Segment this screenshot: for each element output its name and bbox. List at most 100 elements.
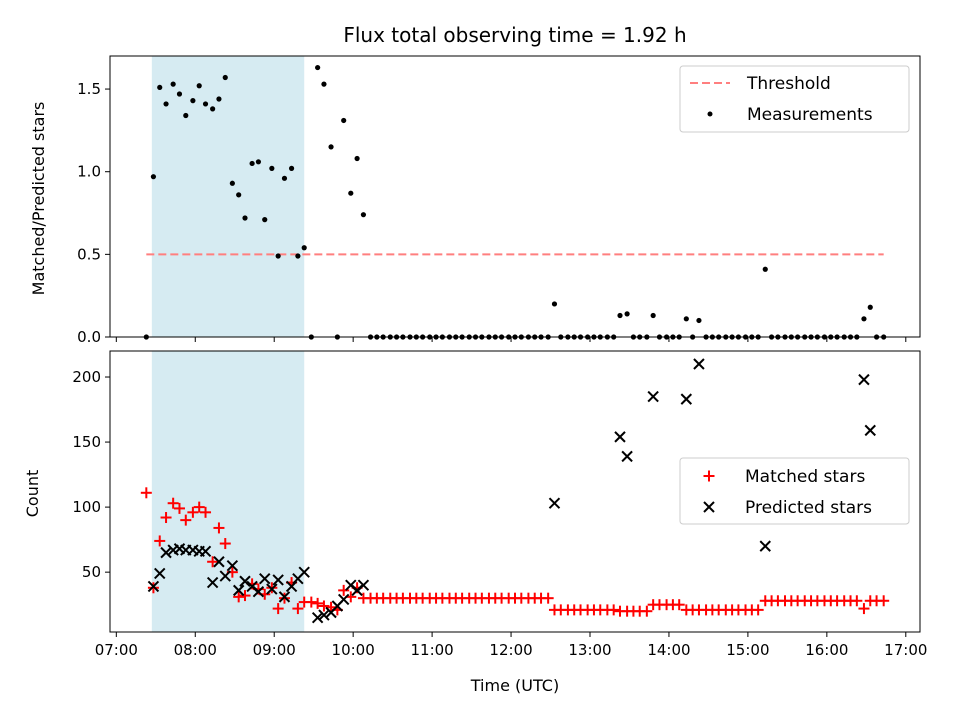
count-y-tick-label: 150 [72,433,101,451]
measurement-point [222,74,228,81]
legend-matched-label: Matched stars [745,467,865,487]
measurement-point [341,117,347,124]
measurement-point [617,312,623,319]
matched-star-point [187,506,199,518]
measurement-point [301,245,307,251]
measurement-point [867,304,873,310]
predicted-star-point [278,591,291,603]
count-legend: Matched stars Predicted stars [679,457,910,525]
measurement-point [360,212,367,218]
legend-predicted-label: Predicted stars [745,498,872,518]
measurement-point [321,81,327,87]
measurement-point [275,253,281,259]
matched-star-point [338,584,350,596]
measurement-point [202,101,209,107]
predicted-star-point [680,393,693,405]
count-x-ticks: 07:00 08:00 09:00 10:00 11:00 12:00 13:00 14:00… [95,632,927,659]
count-y-label: Count [23,470,42,518]
measurement-point [170,81,176,87]
predicted-star-point [213,556,225,568]
predicted-star-point [239,575,251,587]
matched-star-point [673,599,685,611]
measurement-point [157,84,163,91]
ratio-x-ticks [115,337,907,342]
matched-star-point [858,603,870,615]
matched-star-point [219,538,231,550]
predicted-star-point [614,431,626,443]
matched-star-point [542,592,554,604]
measurement-point [190,98,196,104]
measurement-point [183,112,189,119]
measurement-point [249,160,255,167]
chart-title: Flux total observing time = 1.92 h [343,23,686,47]
predicted-star-point [219,570,231,582]
matched-star-point [641,605,653,617]
measurement-point [229,180,235,186]
matched-star-point [272,603,284,615]
measurement-point [255,159,262,165]
matched-star-point [305,596,317,608]
measurement-point [262,217,268,223]
measurement-point [196,83,202,89]
matched-star-point [140,487,152,499]
predicted-star-point [693,358,705,370]
legend-threshold-label: Threshold [746,74,831,94]
count-x-tick-label: 10:00 [332,641,375,659]
predicted-star-point [311,611,324,624]
ratio-axes-frame [109,55,921,338]
ratio-y-ticks: 0.0 0.5 1.0 1.5 [77,80,110,346]
measurement-point [176,91,183,97]
matched-star-point [233,591,245,603]
legend-measurement-swatch [707,111,713,117]
count-x-tick-label: 07:00 [95,641,138,659]
matched-star-point [312,597,324,609]
matched-star-point [154,535,166,547]
measurement-point [242,215,248,221]
predicted-star-point [759,540,771,552]
legend-measurements-label: Measurements [747,105,873,125]
measurement-point [551,301,558,307]
count-y-tick-label: 200 [72,368,101,386]
count-y-tick-label: 100 [72,498,101,516]
measurement-point [696,317,702,324]
predicted-star-point [621,450,633,463]
predicted-star-point [337,593,350,606]
ratio-y-tick-label: 1.0 [77,163,101,181]
measurement-point [216,96,222,102]
predicted-star-point [647,390,659,403]
measurement-point [328,144,334,150]
count-axes-frame [109,350,921,633]
count-y-tick-label: 50 [82,563,101,581]
predicted-star-point [266,583,278,595]
measurement-point [163,101,169,107]
matched-star-point [318,600,330,612]
legend-matched-swatch [703,470,715,482]
predicted-star-point [252,585,265,598]
count-panel: 50 100 150 200 07:00 08:00 09:00 10:00 11:00 12:… [23,350,927,695]
measurement-point [861,316,867,322]
legend-predicted-swatch [703,501,715,513]
legend-plus-marker [703,470,715,482]
predicted-star-point [160,546,172,559]
measurement-point [650,312,656,319]
measurement-point [269,165,275,171]
predicted-star-point [318,609,330,621]
matched-star-point [207,556,219,568]
matched-star-point [200,506,212,518]
matched-star-point [180,514,192,526]
count-x-tick-label: 14:00 [647,641,690,659]
predicted-star-point [199,545,212,558]
count-x-tick-label: 16:00 [805,641,848,659]
count-legend-box [679,457,910,525]
ratio-y-tick-label: 0.5 [77,245,101,263]
predicted-star-point [232,584,245,597]
time-x-label: Time (UTC) [470,676,559,695]
ratio-panel: 0.0 0.5 1.0 1.5 Flux total observing time =… [29,23,921,346]
count-x-tick-label: 15:00 [726,641,769,659]
count-x-tick-label: 08:00 [174,641,217,659]
matched-star-point [213,522,225,534]
matched-star-point [239,590,251,602]
predicted-star-point [298,566,310,578]
ratio-y-label: Matched/Predicted stars [29,102,48,296]
